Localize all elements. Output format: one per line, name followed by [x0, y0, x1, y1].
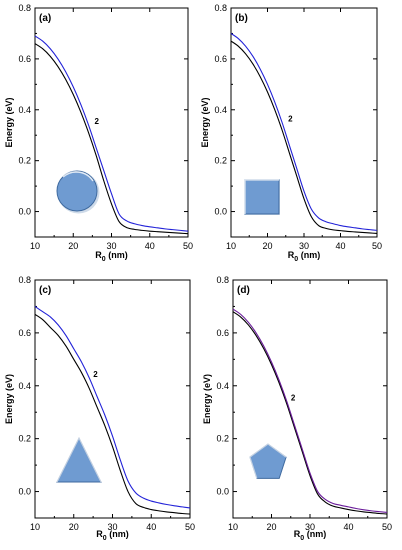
- x-axis-label-sub: 0: [294, 256, 298, 263]
- x-axis-label-unit: (nm): [106, 250, 128, 260]
- x-axis-label-main: R: [294, 529, 301, 539]
- x-axis-label-unit: (nm): [298, 250, 320, 260]
- y-axis-label: Energy (eV): [200, 97, 210, 147]
- x-axis-label-sub: 0: [102, 256, 106, 263]
- series-line-1: [232, 311, 388, 515]
- series-line-1: [230, 40, 378, 234]
- y-tick-label: 0.6: [214, 54, 227, 64]
- panel-label: (b): [235, 13, 248, 24]
- y-tick-label: 0.8: [18, 275, 31, 285]
- x-tick-label: 20: [262, 241, 272, 251]
- plot-frame: [232, 279, 388, 519]
- x-axis-label-main: R: [288, 250, 295, 260]
- square-icon: [244, 179, 280, 215]
- x-axis-label-unit: (nm): [107, 529, 129, 539]
- y-tick-label: 0.6: [18, 328, 31, 338]
- x-tick-label: 50: [382, 522, 392, 532]
- x-axis-label: R0 (nm): [288, 250, 320, 263]
- y-tick-label: 0.8: [216, 275, 229, 285]
- y-axis-label: Energy (eV): [4, 374, 14, 424]
- x-tick-label: 20: [69, 522, 79, 532]
- y-tick-label: 0.4: [18, 381, 31, 391]
- x-axis-label-sub: 0: [300, 535, 304, 542]
- y-axis-label: Energy (eV): [202, 374, 212, 424]
- x-axis-label: R0 (nm): [294, 529, 326, 542]
- triangle-icon: [56, 436, 102, 483]
- x-axis-label-unit: (nm): [304, 529, 326, 539]
- y-tick-label: 0.0: [18, 207, 31, 217]
- series-line-2: [34, 35, 189, 232]
- y-axis-label: Energy (eV): [4, 97, 14, 147]
- circle-body: [56, 170, 98, 212]
- x-axis-label: R0 (nm): [95, 250, 127, 263]
- x-tick-label: 40: [146, 522, 156, 532]
- curve-label: 2: [93, 370, 98, 379]
- x-tick-label: 10: [30, 241, 40, 251]
- series-line-2: [34, 305, 191, 509]
- y-tick-label: 0.8: [214, 3, 227, 13]
- series-line-1: [34, 43, 189, 235]
- x-tick-label: 20: [266, 522, 276, 532]
- curve-label: 2: [95, 117, 100, 126]
- circle-highlight: [62, 171, 94, 182]
- pentagon-highlight: [249, 443, 287, 479]
- x-axis-label: R0 (nm): [96, 529, 128, 542]
- series-line-2: [232, 308, 388, 513]
- x-tick-label: 10: [228, 522, 238, 532]
- x-tick-label: 30: [106, 241, 116, 251]
- y-tick-label: 0.0: [18, 487, 31, 497]
- x-axis-label-sub: 0: [103, 535, 107, 542]
- series-line-2: [230, 32, 378, 231]
- y-tick-label: 0.0: [214, 207, 227, 217]
- y-tick-label: 0.6: [18, 54, 31, 64]
- x-axis-label-main: R: [95, 250, 102, 260]
- x-tick-label: 30: [107, 522, 117, 532]
- triangle-body: [56, 436, 102, 483]
- x-tick-label: 50: [372, 241, 382, 251]
- triangle-highlight: [56, 436, 102, 483]
- curve-label: 2: [291, 394, 296, 403]
- x-tick-label: 20: [68, 241, 78, 251]
- x-tick-label: 40: [343, 522, 353, 532]
- y-tick-label: 0.4: [214, 105, 227, 115]
- panel-label: (d): [237, 285, 250, 296]
- x-tick-label: 30: [299, 241, 309, 251]
- x-tick-label: 10: [30, 522, 40, 532]
- y-tick-label: 0.2: [216, 434, 229, 444]
- square-highlight: [244, 179, 279, 214]
- x-tick-label: 40: [145, 241, 155, 251]
- x-tick-label: 10: [226, 241, 236, 251]
- y-tick-label: 0.8: [18, 3, 31, 13]
- pentagon-icon: [249, 443, 287, 479]
- y-tick-label: 0.4: [18, 105, 31, 115]
- y-tick-label: 0.6: [216, 328, 229, 338]
- y-tick-label: 0.0: [216, 487, 229, 497]
- x-tick-label: 50: [185, 522, 195, 532]
- curve-label: 2: [288, 115, 293, 124]
- panel-label: (a): [39, 13, 51, 24]
- x-tick-label: 30: [305, 522, 315, 532]
- series-line-1: [34, 313, 191, 515]
- y-tick-label: 0.2: [18, 156, 31, 166]
- panel-label: (c): [39, 285, 51, 296]
- y-tick-label: 0.2: [18, 434, 31, 444]
- y-tick-label: 0.4: [216, 381, 229, 391]
- x-axis-label-main: R: [96, 529, 103, 539]
- y-tick-label: 0.2: [214, 156, 227, 166]
- x-tick-label: 40: [335, 241, 345, 251]
- circle-icon: [56, 170, 100, 214]
- x-tick-label: 50: [183, 241, 193, 251]
- square-body: [244, 179, 280, 215]
